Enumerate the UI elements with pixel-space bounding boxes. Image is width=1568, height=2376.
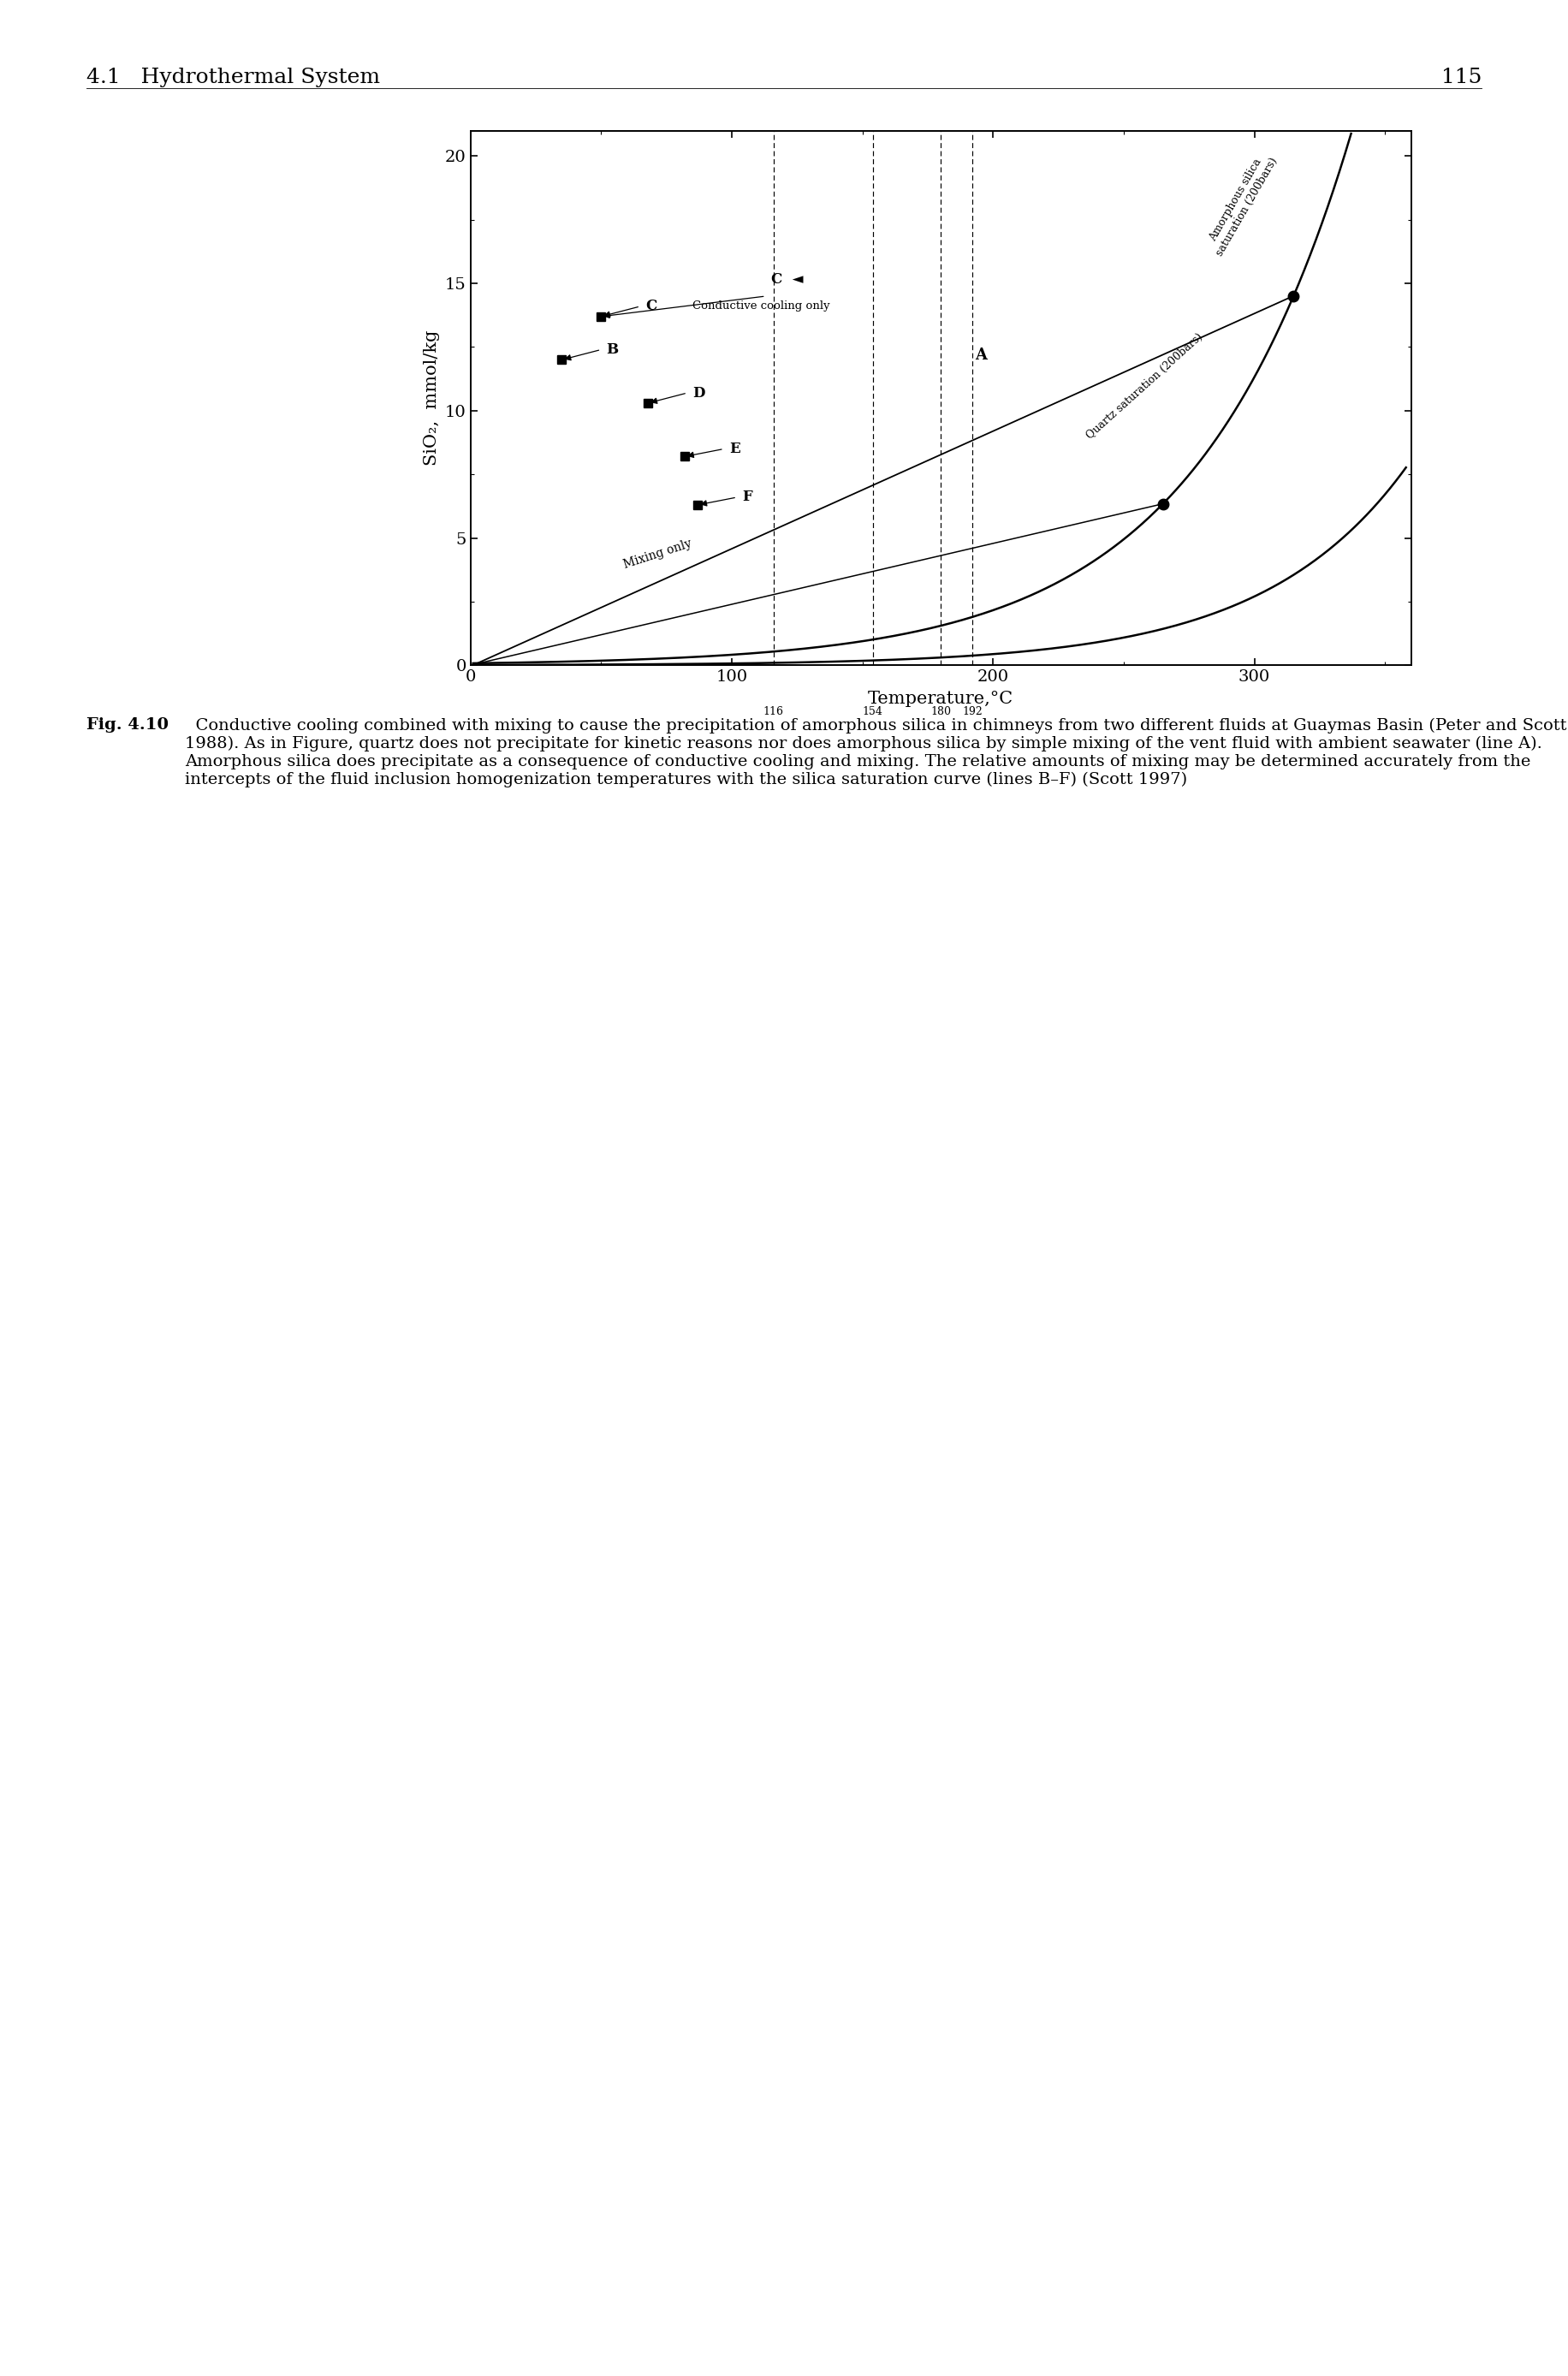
Text: 115: 115: [1441, 69, 1482, 88]
Text: 180: 180: [930, 706, 952, 718]
Text: Quartz saturation (200bars): Quartz saturation (200bars): [1085, 330, 1206, 442]
Text: D: D: [693, 385, 706, 399]
Text: F: F: [742, 489, 753, 504]
Text: 4.1   Hydrothermal System: 4.1 Hydrothermal System: [86, 69, 379, 88]
Text: A: A: [975, 347, 986, 364]
Text: Conductive cooling combined with mixing to cause the precipitation of amorphous : Conductive cooling combined with mixing …: [185, 718, 1566, 786]
Text: 154: 154: [862, 706, 883, 718]
Text: Amorphous silica
saturation (200bars): Amorphous silica saturation (200bars): [1203, 150, 1279, 259]
Text: Conductive cooling only: Conductive cooling only: [693, 299, 829, 311]
Text: 192: 192: [963, 706, 982, 718]
X-axis label: Temperature,°C: Temperature,°C: [869, 691, 1013, 708]
Text: C  ◄: C ◄: [771, 273, 803, 287]
Text: Fig. 4.10: Fig. 4.10: [86, 718, 168, 732]
Text: B: B: [607, 342, 618, 356]
Y-axis label: SiO₂,  mmol/kg: SiO₂, mmol/kg: [423, 330, 441, 466]
Text: 116: 116: [764, 706, 784, 718]
Text: Mixing only: Mixing only: [622, 537, 693, 570]
Text: C: C: [646, 299, 657, 314]
Text: E: E: [729, 442, 740, 456]
